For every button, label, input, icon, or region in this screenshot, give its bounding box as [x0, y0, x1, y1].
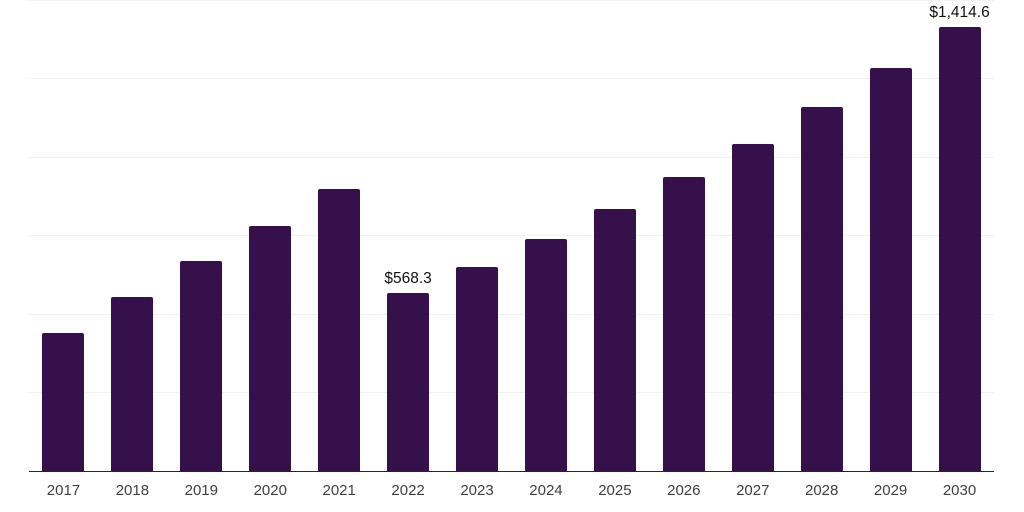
bar-2021 [318, 188, 361, 471]
gridline [29, 78, 994, 79]
gridline [29, 0, 994, 1]
x-axis-label-2025: 2025 [598, 482, 632, 499]
x-axis-label-2021: 2021 [322, 482, 356, 499]
x-axis-label-2029: 2029 [873, 482, 908, 499]
bar-2023 [456, 266, 499, 471]
bar-2020 [249, 225, 292, 471]
x-axis: 2017 2018 2019 2020 2021 2022 2023 2024 2025 2026… [29, 473, 994, 505]
bar-2022 [387, 292, 430, 471]
x-axis-label-2017: 2017 [46, 482, 81, 499]
x-axis-label-2023: 2023 [460, 482, 494, 499]
bar-2025 [593, 209, 636, 471]
bar-value-label-2022: $568.3 [384, 270, 432, 288]
gridline [29, 235, 994, 236]
x-axis-label-2030: 2030 [942, 482, 977, 499]
bar-2028 [800, 107, 843, 471]
bar-2019 [180, 260, 223, 471]
bar-2018 [111, 296, 154, 471]
x-axis-label-2026: 2026 [667, 482, 701, 499]
gridline [29, 313, 994, 315]
gridline [29, 156, 994, 158]
gridline [29, 392, 994, 393]
x-axis-label-2019: 2019 [184, 482, 218, 499]
bar-2024 [524, 238, 567, 471]
x-axis-label-2027: 2027 [736, 482, 770, 499]
x-axis-label-2022: 2022 [391, 482, 425, 499]
bar-2027 [731, 143, 774, 471]
x-axis-label-2028: 2028 [804, 482, 839, 499]
bar-2017 [42, 332, 85, 471]
plot-area: $568.3 $1,414.6 [29, 0, 994, 472]
bar-value-label-2030: $1,414.6 [929, 4, 990, 22]
x-axis-label-2024: 2024 [529, 482, 563, 499]
bar-2029 [869, 68, 912, 471]
x-axis-label-2020: 2020 [253, 482, 287, 499]
bar-2026 [662, 177, 705, 471]
bar-2030 [938, 26, 981, 471]
x-axis-label-2018: 2018 [115, 482, 150, 499]
